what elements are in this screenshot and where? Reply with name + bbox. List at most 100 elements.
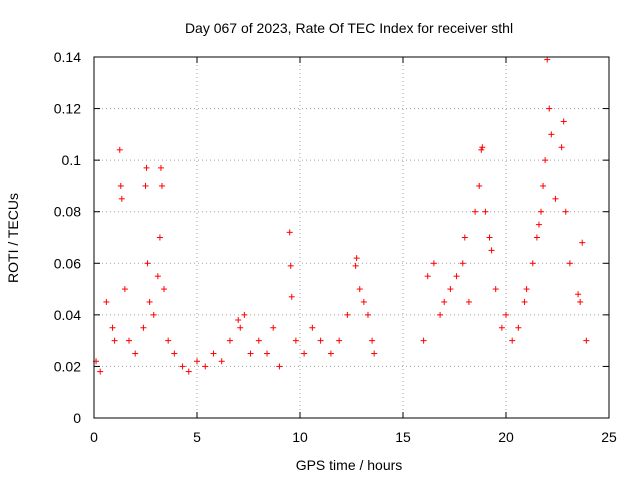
- data-point: [437, 311, 444, 318]
- data-point: [509, 337, 516, 344]
- data-point: [255, 337, 262, 344]
- data-point: [542, 157, 549, 164]
- data-point: [353, 255, 360, 262]
- data-point: [154, 273, 161, 280]
- chart-title: Day 067 of 2023, Rate Of TEC Index for r…: [185, 20, 513, 36]
- data-point: [498, 324, 505, 331]
- data-point: [336, 337, 343, 344]
- data-point: [103, 298, 110, 305]
- data-point: [459, 260, 466, 267]
- data-point: [562, 208, 569, 215]
- y-tick-label: 0.08: [54, 204, 81, 220]
- x-tick-label: 5: [193, 429, 201, 445]
- data-point: [538, 208, 545, 215]
- y-tick-label: 0.14: [54, 49, 81, 65]
- data-point: [535, 221, 542, 228]
- data-point: [161, 286, 168, 293]
- data-point: [126, 337, 133, 344]
- data-point: [356, 286, 363, 293]
- data-point: [420, 337, 427, 344]
- data-point: [292, 337, 299, 344]
- data-point: [369, 337, 376, 344]
- data-point: [344, 311, 351, 318]
- data-point: [226, 337, 233, 344]
- data-point: [202, 363, 209, 370]
- x-tick-label: 25: [601, 429, 617, 445]
- data-point: [218, 358, 225, 365]
- grid-lines: [94, 57, 609, 418]
- data-point: [150, 311, 157, 318]
- x-tick-label: 10: [292, 429, 308, 445]
- data-point: [465, 298, 472, 305]
- data-point: [276, 363, 283, 370]
- y-tick-label: 0: [73, 410, 81, 426]
- data-point: [430, 260, 437, 267]
- data-point: [317, 337, 324, 344]
- data-point: [566, 260, 573, 267]
- data-point: [558, 144, 565, 151]
- data-point: [529, 260, 536, 267]
- y-tick-label: 0.1: [62, 152, 82, 168]
- data-point: [579, 239, 586, 246]
- data-point: [111, 337, 118, 344]
- data-point: [286, 229, 293, 236]
- y-tick-label: 0.06: [54, 255, 81, 271]
- data-point: [116, 146, 123, 153]
- data-point: [552, 195, 559, 202]
- y-tick-label: 0.12: [54, 101, 81, 117]
- data-point: [461, 234, 468, 241]
- y-axis-label: ROTI / TECUs: [5, 193, 21, 283]
- data-point: [575, 291, 582, 298]
- data-point: [515, 324, 522, 331]
- data-point: [523, 286, 530, 293]
- data-point: [179, 363, 186, 370]
- data-point: [453, 273, 460, 280]
- data-point: [158, 182, 165, 189]
- x-tick-label: 15: [395, 429, 411, 445]
- data-point: [533, 234, 540, 241]
- data-point: [371, 350, 378, 357]
- data-point: [482, 208, 489, 215]
- data-point: [241, 311, 248, 318]
- data-point: [235, 317, 242, 324]
- data-point: [97, 368, 104, 375]
- y-tick-label: 0.04: [54, 307, 81, 323]
- data-point: [560, 118, 567, 125]
- data-point: [486, 234, 493, 241]
- data-point: [327, 350, 334, 357]
- data-point: [447, 286, 454, 293]
- data-point: [488, 247, 495, 254]
- data-point: [143, 164, 150, 171]
- data-point: [144, 260, 151, 267]
- data-point: [577, 298, 584, 305]
- data-point: [156, 234, 163, 241]
- data-point: [118, 195, 125, 202]
- axis-ticks: 0 0.02 0.04 0.06 0.08 0.1 0.12 0.14 0 5 10 15 20 25: [54, 49, 617, 445]
- data-point: [583, 337, 590, 344]
- data-point: [301, 350, 308, 357]
- data-point: [270, 324, 277, 331]
- data-point: [476, 182, 483, 189]
- data-point: [287, 262, 294, 269]
- data-point: [264, 350, 271, 357]
- data-point: [142, 182, 149, 189]
- data-point: [503, 311, 509, 318]
- data-point: [492, 286, 499, 293]
- data-point: [288, 293, 295, 300]
- x-tick-label: 0: [90, 429, 98, 445]
- data-points: [93, 56, 590, 375]
- data-point: [521, 298, 528, 305]
- data-point: [478, 146, 485, 153]
- data-point: [210, 350, 217, 357]
- x-axis-label: GPS time / hours: [296, 457, 403, 473]
- data-point: [546, 105, 553, 112]
- data-point: [360, 298, 367, 305]
- data-point: [237, 324, 244, 331]
- data-point: [441, 298, 448, 305]
- data-point: [117, 182, 124, 189]
- data-point: [544, 56, 551, 63]
- data-point: [185, 368, 192, 375]
- x-tick-label: 20: [498, 429, 514, 445]
- data-point: [140, 324, 147, 331]
